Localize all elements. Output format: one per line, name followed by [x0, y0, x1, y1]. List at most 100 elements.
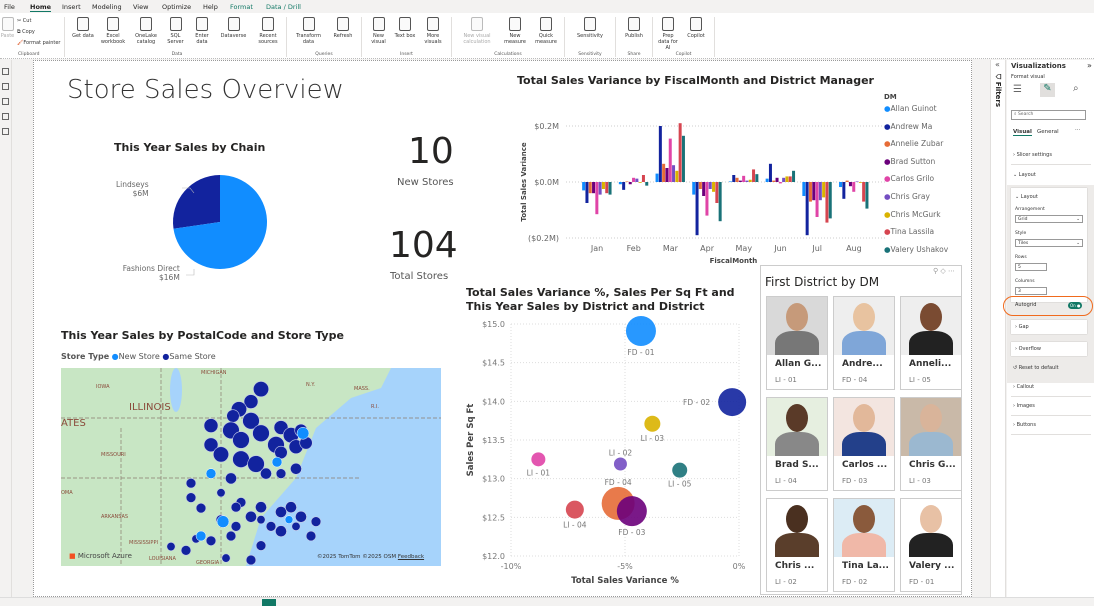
legend-item[interactable]: ●Tina Lassila — [884, 227, 935, 237]
pie-slice-lindseys[interactable] — [173, 175, 220, 229]
bar-valery-ushakov-feb[interactable] — [645, 182, 649, 186]
map-bubble-same-store[interactable] — [295, 510, 307, 523]
columns-stepper[interactable]: 3 — [1015, 287, 1047, 295]
expand-icon[interactable]: » — [1087, 61, 1092, 70]
tab-insert[interactable]: Insert — [62, 3, 81, 11]
bar-allan-guinot-jan[interactable] — [582, 182, 586, 191]
map-bubble-same-store[interactable] — [185, 492, 197, 503]
paste-button[interactable]: Paste — [0, 17, 15, 39]
bar-andrew-ma-mar[interactable] — [658, 126, 662, 182]
bar-valery-ushakov-jul[interactable] — [828, 182, 832, 219]
map-bubble-same-store[interactable] — [232, 450, 250, 468]
bubble-fd-03[interactable] — [616, 496, 647, 527]
map-bubble-same-store[interactable] — [247, 455, 265, 473]
map-bubble-new-store[interactable] — [296, 427, 310, 440]
legend-item[interactable]: ●Chris Gray — [884, 191, 930, 201]
model-view-icon[interactable] — [2, 98, 9, 105]
bubble-fd-02[interactable] — [718, 388, 747, 417]
tab-help[interactable]: Help — [203, 3, 218, 11]
bar-valery-ushakov-mar[interactable] — [681, 135, 685, 182]
dm-card[interactable]: Tina La... FD - 02 — [833, 498, 895, 592]
reset-to-default-button[interactable]: ↺ Reset to default — [1013, 365, 1059, 371]
bar-valery-ushakov-apr[interactable] — [718, 182, 722, 222]
bar-annelie-zubar-may[interactable] — [735, 177, 739, 182]
ribbon-button[interactable]: New measure — [501, 17, 529, 45]
bar-tina-lassila-jan[interactable] — [605, 182, 609, 194]
table-view-icon[interactable] — [2, 83, 9, 90]
map-bubble-same-store[interactable] — [275, 525, 287, 538]
bar-annelie-zubar-aug[interactable] — [845, 180, 849, 182]
dm-card[interactable]: Valery ... FD - 01 — [900, 498, 962, 592]
map-bubble-same-store[interactable] — [242, 412, 260, 430]
map-bubble-same-store[interactable] — [275, 468, 287, 479]
section-buttons[interactable]: › Buttons — [1013, 422, 1036, 428]
bar-brad-sutton-feb[interactable] — [628, 182, 632, 185]
more-options-icon[interactable]: ⋯ — [1075, 127, 1081, 133]
map-bubble-same-store[interactable] — [310, 516, 322, 527]
map-bubble-same-store[interactable] — [252, 424, 270, 442]
map-bubble-same-store[interactable] — [221, 553, 231, 563]
map-bubble-same-store[interactable] — [290, 462, 302, 475]
map-bubble-same-store[interactable] — [305, 530, 317, 542]
tab-format[interactable]: Format — [230, 3, 253, 11]
ribbon-button[interactable]: Transform data — [291, 17, 326, 45]
bar-valery-ushakov-jan[interactable] — [608, 182, 612, 195]
bar-annelie-zubar-apr[interactable] — [698, 182, 702, 189]
bar-andrew-ma-jul[interactable] — [805, 182, 809, 236]
tab-data-drill[interactable]: Data / Drill — [266, 3, 301, 11]
bubble-li-04[interactable] — [565, 500, 584, 519]
legend-item[interactable]: ●Chris McGurk — [884, 209, 941, 219]
ribbon-button[interactable]: Excel workbook — [97, 17, 129, 45]
ribbon-button[interactable]: More visuals — [419, 17, 447, 45]
bar-chris-mcgurk-mar[interactable] — [675, 170, 679, 182]
feedback-link[interactable]: Feedback — [397, 554, 425, 560]
bar-tina-lassila-feb[interactable] — [641, 175, 645, 182]
section-layout[interactable]: ⌄ Layout — [1013, 172, 1036, 178]
bar-allan-guinot-jun[interactable] — [765, 178, 769, 182]
map-bubble-new-store[interactable] — [216, 515, 230, 528]
map-bubble-same-store[interactable] — [195, 502, 207, 514]
bar-brad-sutton-may[interactable] — [738, 180, 742, 182]
bar-allan-guinot-apr[interactable] — [692, 182, 696, 195]
ribbon-button[interactable]: Dataverse — [216, 17, 251, 39]
dm-card[interactable]: Chris ... LI - 02 — [766, 498, 828, 592]
bar-valery-ushakov-jun[interactable] — [792, 170, 796, 182]
ribbon-button[interactable]: Prep data for AI — [657, 17, 679, 51]
map-bubble-same-store[interactable] — [243, 394, 259, 409]
ribbon-button[interactable]: Get data — [72, 17, 94, 39]
bar-chris-gray-jun[interactable] — [782, 177, 786, 182]
bar-annelie-zubar-feb[interactable] — [625, 181, 629, 183]
bar-carlos-grilo-feb[interactable] — [632, 177, 636, 182]
bar-carlos-grilo-jul[interactable] — [815, 182, 819, 217]
map-bubble-same-store[interactable] — [230, 502, 242, 513]
bar-chris-mcgurk-may[interactable] — [748, 179, 752, 182]
dm-card[interactable]: Carlos ... FD - 03 — [833, 397, 895, 491]
section-callout[interactable]: › Callout — [1013, 384, 1035, 390]
bar-chris-mcgurk-jun[interactable] — [785, 176, 789, 182]
dm-card[interactable]: Allan G... LI - 01 — [766, 296, 828, 390]
ribbon-button[interactable]: OneLake catalog — [132, 17, 160, 45]
map-bubble-new-store[interactable] — [195, 530, 207, 542]
map-bubble-same-store[interactable] — [275, 506, 287, 518]
tmdl-view-icon[interactable] — [2, 128, 9, 135]
dm-card[interactable]: Andre... FD - 04 — [833, 296, 895, 390]
map-bubble-same-store[interactable] — [203, 437, 219, 453]
bar-chris-gray-may[interactable] — [745, 180, 749, 182]
bar-chris-gray-aug[interactable] — [855, 181, 859, 183]
legend-item[interactable]: ●Valery Ushakov — [884, 244, 949, 254]
format-painter-button[interactable]: 🖌Format painter — [17, 40, 61, 46]
autogrid-toggle[interactable]: On ● — [1068, 302, 1082, 309]
bar-tina-lassila-mar[interactable] — [678, 123, 682, 182]
ribbon-button[interactable]: Refresh — [329, 17, 357, 39]
bar-brad-sutton-jan[interactable] — [592, 182, 596, 194]
analytics-icon[interactable]: ⌕ — [1073, 83, 1079, 94]
bar-annelie-zubar-jun[interactable] — [772, 180, 776, 182]
section-images[interactable]: › Images — [1013, 403, 1035, 409]
bar-allan-guinot-feb[interactable] — [618, 182, 622, 185]
bubble-li-05[interactable] — [672, 462, 688, 478]
bar-brad-sutton-mar[interactable] — [665, 168, 669, 182]
ribbon-button[interactable]: Copilot — [682, 17, 710, 39]
bar-allan-guinot-may[interactable] — [728, 181, 732, 183]
subsection-layout[interactable]: ⌄ Layout — [1015, 194, 1038, 200]
bar-carlos-grilo-may[interactable] — [742, 175, 746, 182]
